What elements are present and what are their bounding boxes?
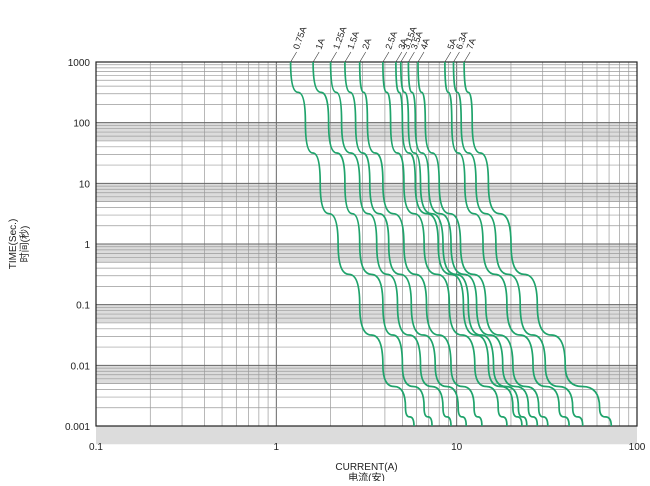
curve-3-5a: [407, 61, 539, 427]
curve-label-leader: [290, 51, 297, 63]
curve-label-2a: 2A: [360, 37, 373, 51]
y-axis-title: TIME(Sec.): [8, 219, 19, 270]
curve-label-1-5a: 1.5A: [345, 30, 361, 51]
curve-label-leader: [400, 51, 408, 63]
y-tick-label: 0.1: [76, 301, 90, 312]
x-tick-label: 100: [629, 442, 646, 453]
x-tick-labels: 0.1 1 10 100: [89, 442, 646, 453]
curve-2-5a: [382, 61, 508, 427]
curve-3a: [395, 61, 523, 427]
curve-label-3a: 3A: [396, 37, 409, 51]
curve-label-1a: 1A: [314, 37, 327, 51]
plot-frame: [95, 61, 638, 427]
y-tick-label: 10: [79, 179, 91, 190]
curve-label-leader: [453, 51, 460, 63]
band-decade: [96, 426, 637, 445]
x-axis-subtitle: 电流(安): [348, 471, 385, 481]
curve-1a: [312, 61, 433, 427]
x-tick-label: 1: [274, 442, 280, 453]
curve-label-leader: [330, 51, 337, 63]
curve-3-15a: [399, 61, 528, 427]
curve-2a: [358, 61, 483, 427]
shaded-bands: [96, 122, 637, 445]
y-tick-label: 1: [84, 240, 90, 251]
curves: [289, 61, 613, 427]
y-tick-label: 0.01: [71, 361, 91, 372]
x-tick-label: 10: [451, 442, 463, 453]
curve-label-leader: [344, 51, 352, 63]
curve-label-0-75a: 0.75A: [291, 25, 308, 51]
curve-label-leader: [312, 51, 320, 63]
x-tick-label: 0.1: [89, 442, 103, 453]
curve-label-leader: [382, 51, 390, 63]
curve-label-leader: [359, 51, 366, 63]
y-axis-subtitle: 时间(秒): [18, 226, 31, 263]
x-axis-title: CURRENT(A): [335, 462, 397, 473]
curve-4a: [417, 61, 549, 427]
curve-7a: [463, 61, 613, 427]
curve-label-leader: [463, 51, 471, 63]
y-tick-label: 100: [73, 119, 90, 130]
curve-1-5a: [344, 61, 468, 427]
y-tick-label: 0.001: [65, 422, 90, 433]
curve-6-3a: [452, 61, 584, 427]
curve-label-5a: 5A: [445, 37, 458, 51]
curve-label-leader: [395, 51, 403, 63]
grid-lines: [95, 62, 637, 427]
curve-0-75a: [289, 61, 415, 427]
curve-label-4a: 4A: [418, 37, 431, 51]
curve-label-7a: 7A: [465, 37, 478, 51]
curve-5a: [444, 61, 570, 427]
y-tick-labels: 1000 100 10 1 0.1 0.01 0.001: [65, 58, 90, 433]
curve-1-25a: [329, 61, 452, 427]
curve-label-leader: [444, 51, 452, 63]
curve-label-leader: [408, 51, 415, 63]
curve-label-leader: [417, 51, 425, 63]
y-tick-label: 1000: [68, 58, 91, 69]
